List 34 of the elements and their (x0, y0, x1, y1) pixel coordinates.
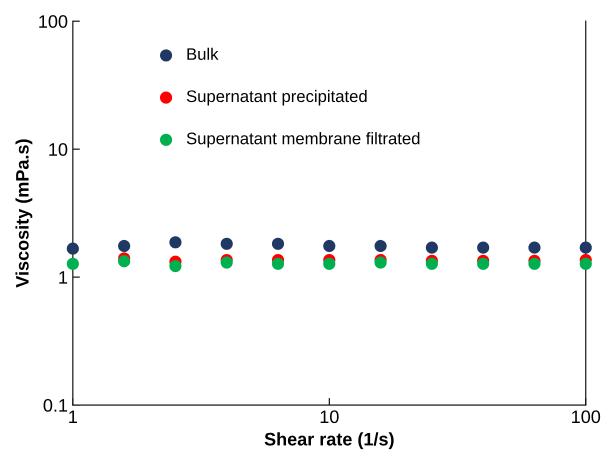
point (477, 258, 490, 270)
legend-label: Supernatant membrane filtrated (186, 132, 420, 148)
point (118, 255, 130, 268)
point (426, 242, 438, 254)
point (118, 240, 130, 252)
legend-label: Supernatant precipitated (186, 90, 367, 106)
point (426, 258, 438, 270)
point (66, 258, 79, 270)
x-axis-title: Shear rate (1/s) (264, 432, 394, 450)
y-tick-label: 100 (39, 15, 68, 28)
y-tick-label: 1 (59, 271, 68, 284)
point (528, 258, 541, 270)
x-tick-label: 1 (69, 410, 77, 424)
y-tick-label: 10 (49, 143, 68, 156)
point (66, 242, 79, 255)
point (169, 260, 182, 272)
point (220, 238, 233, 250)
point (169, 236, 182, 248)
point (272, 258, 284, 270)
point (220, 256, 233, 269)
point (374, 256, 387, 269)
y-tick-label: 0.1 (44, 398, 68, 412)
legend-label: Bulk (187, 48, 218, 60)
point (528, 242, 541, 254)
point (323, 258, 336, 270)
point (580, 242, 592, 254)
x-tick-label: 100 (572, 410, 600, 424)
point (323, 240, 336, 252)
point (272, 238, 284, 250)
y-axis-title: Viscosity (mPa.s) (15, 139, 32, 288)
point (580, 258, 592, 270)
point (477, 242, 490, 254)
x-tick-label: 10 (320, 410, 339, 424)
point (374, 240, 387, 252)
